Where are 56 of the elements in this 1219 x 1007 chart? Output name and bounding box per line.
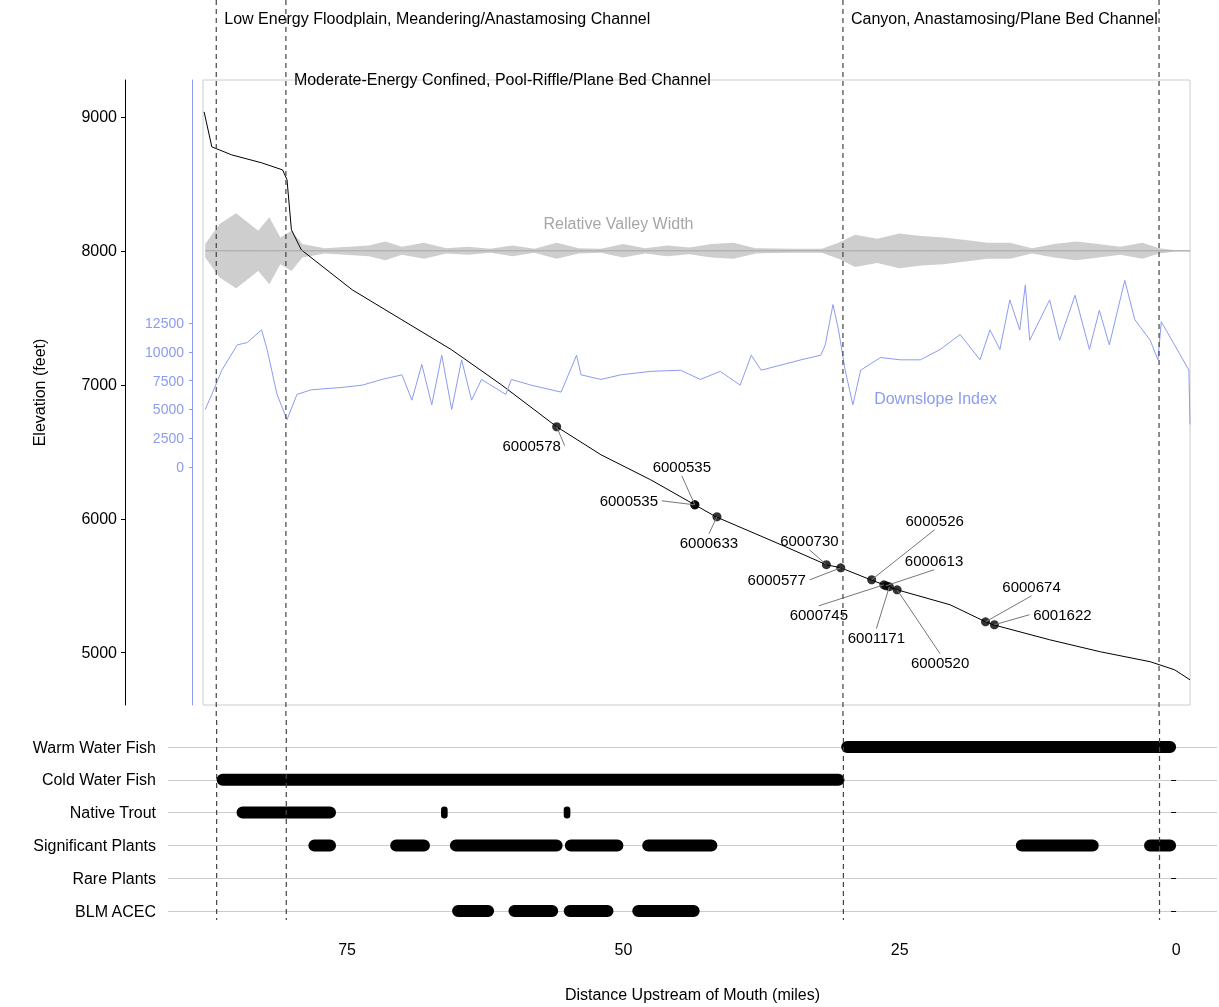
series-label: Relative Valley Width [543, 214, 694, 232]
x-tick-label: 0 [1171, 940, 1181, 958]
point [552, 422, 562, 432]
y-tick-label: 5000 [81, 644, 118, 662]
y-tick-label: Cold Water Fish [41, 771, 156, 789]
annotation: 6000526 [905, 512, 964, 530]
bar [841, 741, 1177, 753]
annotation: 6000633 [679, 534, 739, 552]
annotation: 6000535 [652, 458, 712, 476]
bar [564, 839, 624, 852]
bar [1015, 839, 1099, 852]
ref-line-label: Canyon, Anastamosing/Plane Bed Channel [850, 9, 1158, 27]
line-series [203, 111, 1191, 681]
point [867, 575, 877, 585]
y2-tick-label: 0 [176, 458, 185, 475]
line-series [204, 279, 1191, 425]
annotation: 6000520 [910, 654, 970, 672]
bar [216, 773, 845, 786]
x-tick-label: 50 [614, 940, 633, 958]
x-tick-label: 25 [890, 940, 909, 958]
y-tick-label: Warm Water Fish [32, 738, 156, 756]
y-tick-label: 9000 [81, 108, 118, 126]
series-label: Downslope Index [874, 390, 997, 408]
bar [508, 905, 559, 917]
bar [642, 839, 718, 852]
annotation: 6000578 [502, 437, 561, 455]
y2-tick-label: 5000 [152, 401, 185, 418]
ref-line-label: Low Energy Floodplain, Meandering/Anastamosing Channel [224, 9, 651, 27]
annotation: 6001622 [1033, 606, 1092, 624]
y-tick-label: 7000 [81, 376, 118, 394]
bar [449, 839, 563, 852]
x-axis-title: Distance Upstream of Mouth (miles) [564, 985, 821, 1003]
y-tick-label: 6000 [81, 510, 118, 528]
y2-tick-label: 7500 [152, 372, 185, 389]
annotation: 6000577 [747, 571, 806, 589]
y-tick-label: BLM ACEC [75, 902, 156, 920]
x-tick-label: 75 [338, 940, 357, 958]
bar [236, 806, 337, 819]
annotation: 6000730 [780, 532, 839, 550]
y-tick-label: Native Trout [69, 804, 157, 822]
annotation: 6000745 [789, 606, 849, 624]
y-tick-label: Rare Plants [72, 869, 156, 887]
annotation: 6000613 [904, 552, 964, 570]
ref-line-label: Moderate-Energy Confined, Pool-Riffle/Plane Bed Channel [293, 70, 711, 88]
annotation: 6000674 [1002, 578, 1061, 596]
bar [563, 905, 614, 917]
y-axis-title: Elevation (feet) [30, 338, 48, 447]
bar [632, 905, 700, 917]
y2-tick-label: 2500 [152, 430, 185, 447]
annotation: 6001171 [847, 629, 906, 647]
point [981, 617, 991, 627]
y2-tick-label: 10000 [145, 343, 185, 360]
y-tick-label: Significant Plants [33, 836, 156, 854]
y2-tick-label: 12500 [145, 314, 185, 331]
annotation: 6000535 [599, 492, 659, 510]
y-tick-label: 8000 [81, 242, 118, 260]
